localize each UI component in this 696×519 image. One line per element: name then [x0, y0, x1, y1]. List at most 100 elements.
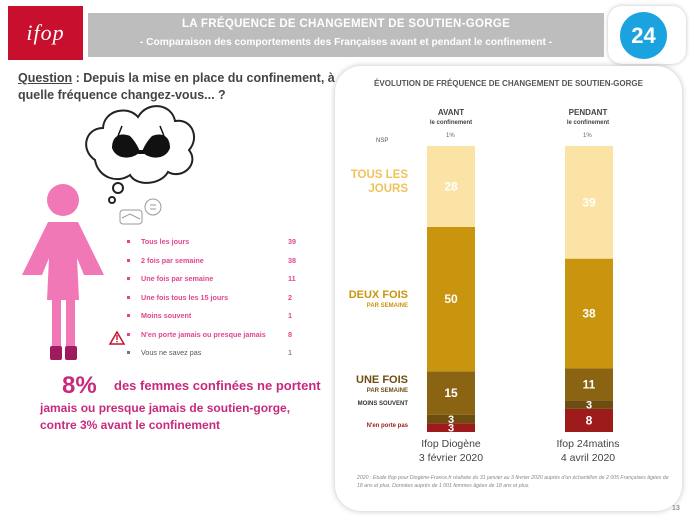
- bar-segment: [565, 146, 613, 259]
- category-label-nen-porte-pas: N'en porte pas: [366, 423, 408, 429]
- footnote: 2020 : Etude Ifop pour Diogène-France.fr…: [357, 475, 669, 489]
- category-sub: PAR SEMAINE: [366, 303, 408, 309]
- answer-label: Tous les jours: [141, 237, 190, 246]
- badge-text: 24: [631, 22, 656, 48]
- column-head: PENDANT: [568, 108, 608, 117]
- answer-value: 39: [288, 237, 296, 246]
- bar-segment: [427, 226, 475, 372]
- header: ifop LA FRÉQUENCE DE CHANGEMENT DE SOUTI…: [0, 0, 696, 64]
- woman-icon: [22, 184, 104, 360]
- coin-icon: [144, 198, 162, 216]
- category-name: DEUX FOIS: [348, 289, 408, 301]
- bar-value-label: 50: [444, 292, 458, 306]
- answer-row: Vous ne savez pas 1: [127, 347, 307, 366]
- answer-label: Vous ne savez pas: [141, 348, 202, 357]
- question: Question : Depuis la mise en place du co…: [18, 70, 338, 104]
- warning-icon: [108, 330, 126, 345]
- column-sub: le confinement: [566, 120, 610, 126]
- category-label-une-fois: UNE FOIS PAR SEMAINE: [340, 373, 408, 395]
- thought-cloud-icon: [85, 105, 195, 204]
- column-head-during: PENDANT le confinement: [553, 108, 623, 128]
- bar-segment: [427, 371, 475, 415]
- chart-title: ÉVOLUTION DE FRÉQUENCE DE CHANGEMENT DE …: [374, 79, 643, 88]
- bar-segment: [565, 400, 613, 409]
- page-number: 13: [672, 505, 680, 512]
- key-stat-value: 8%: [62, 372, 97, 399]
- bar-value-label: 11: [583, 377, 596, 391]
- answer-label: Une fois par semaine: [141, 274, 214, 283]
- answer-label: Une fois tous les 15 jours: [141, 292, 229, 302]
- answer-row: Une fois tous les 15 jours 2: [127, 292, 307, 311]
- question-label: Question: [18, 71, 73, 85]
- answer-row: 2 fois par semaine 38: [127, 255, 307, 274]
- bullet-icon: [127, 351, 130, 354]
- answer-value: 8: [288, 329, 292, 339]
- key-stat-line: contre 3% avant le confinement: [40, 418, 221, 432]
- bra-icon: [112, 125, 170, 158]
- logo-text: ifop: [26, 20, 65, 45]
- answer-label: N'en porte jamais ou presque jamais: [141, 329, 266, 339]
- bullet-icon: [127, 240, 130, 243]
- chart-panel: [335, 66, 682, 511]
- category-name: UNE FOIS: [356, 374, 408, 386]
- bar-value-label: 3: [448, 414, 454, 426]
- source-date: 4 avril 2020: [560, 452, 616, 464]
- column-source-before: Ifop Diogène 3 février 2020: [405, 437, 497, 465]
- bar-value-label: 8: [586, 413, 593, 427]
- answer-list: Tous les jours 39 2 fois par semaine 38 Un…: [127, 236, 307, 366]
- answer-row: N'en porte jamais ou presque jamais 8: [127, 329, 307, 348]
- column-sub: le confinement: [429, 120, 473, 126]
- question-text: : Depuis la mise en place du confinement…: [18, 71, 335, 102]
- key-stat-line: des femmes confinées ne portent: [114, 378, 321, 393]
- column-head-before: AVANT le confinement: [416, 108, 486, 128]
- answer-label: 2 fois par semaine: [141, 255, 204, 265]
- category-sub: PAR SEMAINE: [366, 388, 408, 394]
- answer-value: 38: [288, 255, 296, 265]
- column-source-during: Ifop 24matins 4 avril 2020: [542, 437, 634, 465]
- ifop-logo: ifop: [8, 6, 83, 60]
- bar-value-label: 3: [448, 423, 454, 435]
- nsp-value: 1%: [583, 133, 592, 139]
- answer-value: 2: [288, 292, 292, 302]
- bullet-icon: [127, 332, 130, 336]
- title-bar: [88, 13, 604, 57]
- bar-value-label: 15: [444, 386, 458, 400]
- answer-row: Une fois par semaine 11: [127, 273, 307, 292]
- bar-segment: [565, 368, 613, 401]
- bar-value-label: 3: [586, 400, 592, 412]
- answer-value: 11: [288, 274, 296, 283]
- answer-value: 1: [288, 311, 292, 320]
- source-name: Ifop Diogène: [421, 438, 481, 450]
- bar-segment: [427, 414, 475, 424]
- column-head: AVANT: [437, 108, 465, 117]
- category-label-moins-souvent: MOINS SOUVENT: [357, 401, 408, 407]
- source-date: 3 février 2020: [418, 452, 484, 464]
- bar-value-label: 38: [582, 307, 596, 321]
- bar-segment: [427, 423, 475, 432]
- bullet-icon: [127, 277, 130, 280]
- answer-value: 1: [288, 348, 292, 357]
- bar-segment: [565, 408, 613, 432]
- category-label-deux-fois: DEUX FOIS PAR SEMAINE: [340, 288, 408, 310]
- handshake-icon: [119, 209, 143, 225]
- badge: 24: [608, 6, 686, 64]
- bullet-icon: [127, 258, 130, 262]
- source-name: Ifop 24matins: [556, 438, 620, 450]
- badge-24-icon: 24: [620, 12, 667, 59]
- nsp-label: NSP: [376, 138, 389, 144]
- key-stat-line: jamais ou presque jamais de soutien-gorg…: [40, 401, 291, 415]
- answer-row: Moins souvent 1: [127, 310, 307, 329]
- bar-value-label: 28: [444, 179, 458, 193]
- bar-value-label: 39: [582, 195, 596, 209]
- bullet-icon: [127, 295, 130, 299]
- nsp-value: 1%: [446, 133, 455, 139]
- page-title: LA FRÉQUENCE DE CHANGEMENT DE SOUTIEN-GO…: [181, 18, 511, 30]
- bullet-icon: [127, 314, 130, 317]
- bar-segment: [427, 146, 475, 227]
- answer-row: Tous les jours 39: [127, 236, 307, 255]
- answer-label: Moins souvent: [141, 311, 192, 320]
- category-label-tous-les-jours: TOUS LES JOURS: [350, 169, 408, 195]
- bar-segment: [565, 258, 613, 369]
